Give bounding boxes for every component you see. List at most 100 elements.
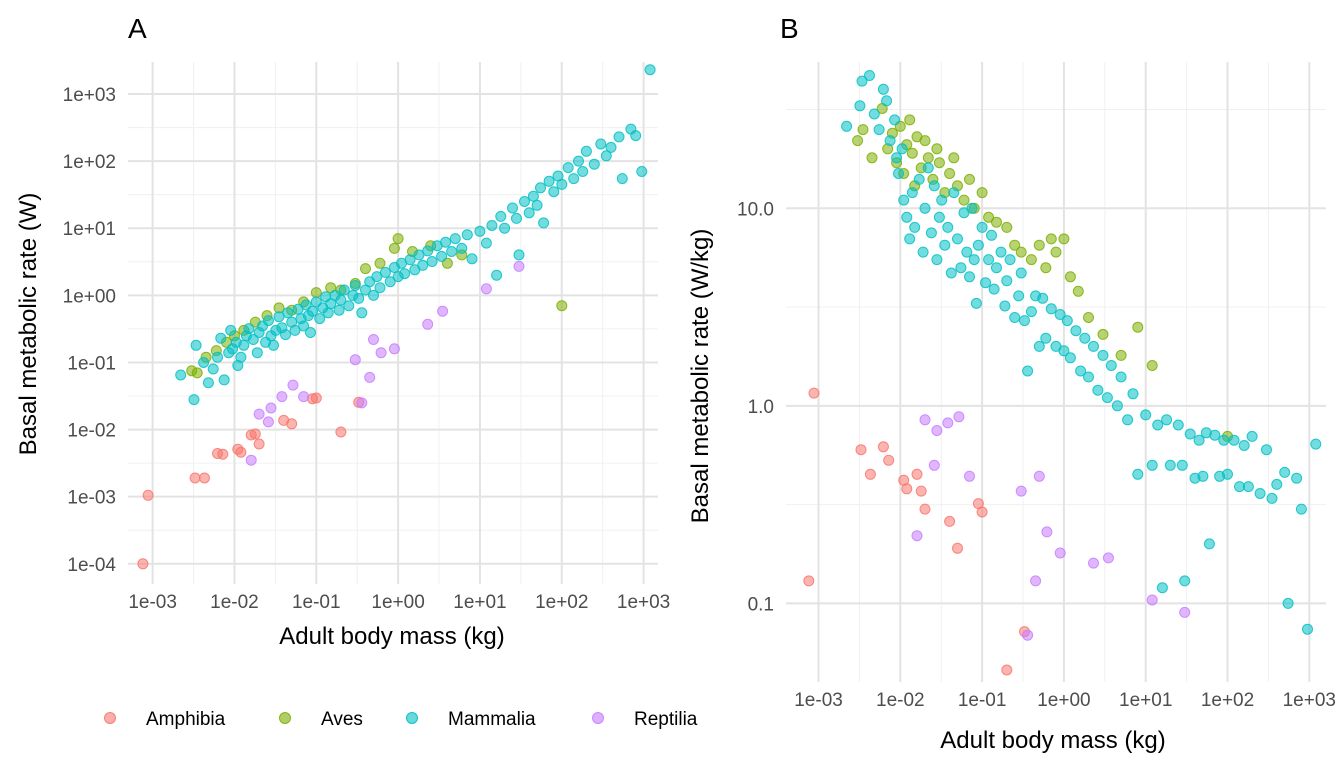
data-point-amphibia	[911, 468, 923, 480]
data-point-aves	[310, 287, 322, 299]
data-point-amphibia	[1001, 664, 1013, 676]
data-point-aves	[1115, 349, 1127, 361]
legend-label-aves: Aves	[321, 709, 363, 730]
data-point-mammalia	[913, 173, 925, 185]
data-point-mammalia	[1161, 414, 1173, 426]
legend: Amphibia Aves Mammalia Reptilia	[104, 709, 698, 730]
data-point-aves	[1040, 262, 1052, 274]
data-point-mammalia	[314, 313, 326, 325]
data-point-reptilia	[422, 318, 434, 330]
data-point-mammalia	[289, 324, 301, 336]
data-point-mammalia	[527, 190, 539, 202]
data-point-mammalia	[616, 173, 628, 185]
data-point-mammalia	[474, 225, 486, 237]
data-point-mammalia	[1115, 371, 1127, 383]
y-tick-label: 1e+02	[63, 152, 116, 173]
y-tick-label: 1e+03	[63, 85, 116, 106]
data-point-mammalia	[854, 100, 866, 112]
data-point-mammalia	[190, 339, 202, 351]
data-point-reptilia	[245, 454, 257, 466]
series-reptilia	[245, 260, 525, 466]
data-point-reptilia	[928, 459, 940, 471]
panel-a-tag: A	[128, 13, 147, 44]
data-point-mammalia	[1218, 434, 1230, 446]
panel-b-y-ticks: 0.1 1.0 10.0	[737, 199, 774, 615]
data-point-mammalia	[568, 173, 580, 185]
panel-a-y-ticks: 1e-04 1e-03 1e-02 1e-01 1e+00 1e+01 1e+02 1e+03	[63, 85, 117, 576]
data-point-mammalia	[495, 210, 507, 222]
data-point-mammalia	[298, 320, 310, 332]
data-point-mammalia	[1172, 419, 1184, 431]
legend-key-amphibia	[104, 712, 116, 724]
data-point-aves	[1015, 246, 1027, 258]
panel-a-y-axis-title: Basal metabolic rate (W)	[15, 193, 42, 456]
legend-item-reptilia: Reptilia	[592, 709, 698, 730]
data-point-mammalia	[1015, 267, 1027, 279]
data-point-amphibia	[901, 483, 913, 495]
data-point-mammalia	[543, 175, 555, 187]
data-point-reptilia	[375, 347, 387, 359]
data-point-mammalia	[511, 212, 522, 224]
data-point-mammalia	[644, 64, 656, 76]
data-point-aves	[958, 194, 970, 206]
data-point-reptilia	[1041, 526, 1053, 538]
data-point-amphibia	[253, 438, 265, 450]
x-tick-label: 1e+01	[1119, 690, 1172, 711]
data-point-mammalia	[404, 254, 416, 266]
data-point-reptilia	[287, 379, 299, 391]
data-point-aves	[866, 152, 878, 164]
data-point-mammalia	[630, 130, 642, 142]
data-point-mammalia	[613, 131, 625, 143]
data-point-reptilia	[388, 343, 400, 355]
data-point-mammalia	[251, 347, 263, 359]
data-point-amphibia	[142, 489, 154, 501]
data-point-amphibia	[803, 575, 815, 587]
data-point-aves	[1045, 233, 1057, 245]
x-tick-label: 1e+00	[1037, 690, 1090, 711]
data-point-aves	[964, 173, 975, 185]
data-point-reptilia	[356, 397, 368, 409]
data-point-mammalia	[519, 196, 530, 207]
data-point-amphibia	[189, 472, 201, 484]
data-point-mammalia	[513, 249, 525, 261]
data-point-mammalia	[1009, 312, 1021, 323]
data-point-mammalia	[368, 289, 379, 301]
data-point-aves	[1050, 246, 1062, 258]
data-point-mammalia	[988, 283, 1000, 295]
data-point-aves	[904, 114, 916, 126]
data-point-reptilia	[253, 408, 265, 420]
series-mammalia	[175, 64, 656, 406]
data-point-mammalia	[928, 180, 940, 192]
data-point-mammalia	[884, 135, 896, 147]
series-reptilia	[911, 411, 1191, 641]
data-point-aves	[976, 187, 988, 199]
data-point-mammalia	[349, 280, 361, 291]
data-point-mammalia	[379, 266, 391, 278]
data-point-amphibia	[249, 428, 261, 440]
data-point-mammalia	[970, 297, 982, 309]
data-point-mammalia	[262, 315, 274, 327]
data-point-aves	[1033, 239, 1045, 251]
data-point-aves	[983, 211, 995, 223]
data-point-aves	[360, 263, 371, 275]
data-point-aves	[1083, 312, 1094, 323]
data-point-mammalia	[426, 256, 438, 267]
data-point-reptilia	[931, 425, 943, 436]
data-point-mammalia	[896, 143, 908, 155]
data-point-amphibia	[877, 441, 889, 453]
data-point-aves	[388, 242, 400, 254]
panel-b-x-ticks: 1e-03 1e-02 1e-01 1e+00 1e+01 1e+02 1e+03	[794, 690, 1336, 711]
data-point-amphibia	[883, 454, 895, 466]
y-tick-label: 0.1	[748, 594, 774, 615]
data-point-mammalia	[856, 75, 868, 87]
data-point-mammalia	[1282, 597, 1294, 609]
x-tick-label: 1e+00	[371, 592, 424, 613]
data-point-mammalia	[202, 377, 214, 389]
data-point-mammalia	[1022, 365, 1034, 377]
data-point-amphibia	[944, 515, 956, 527]
data-point-mammalia	[636, 166, 648, 177]
data-point-mammalia	[1184, 428, 1196, 440]
data-point-reptilia	[942, 417, 954, 429]
data-point-mammalia	[1088, 340, 1099, 352]
data-point-mammalia	[556, 178, 568, 190]
